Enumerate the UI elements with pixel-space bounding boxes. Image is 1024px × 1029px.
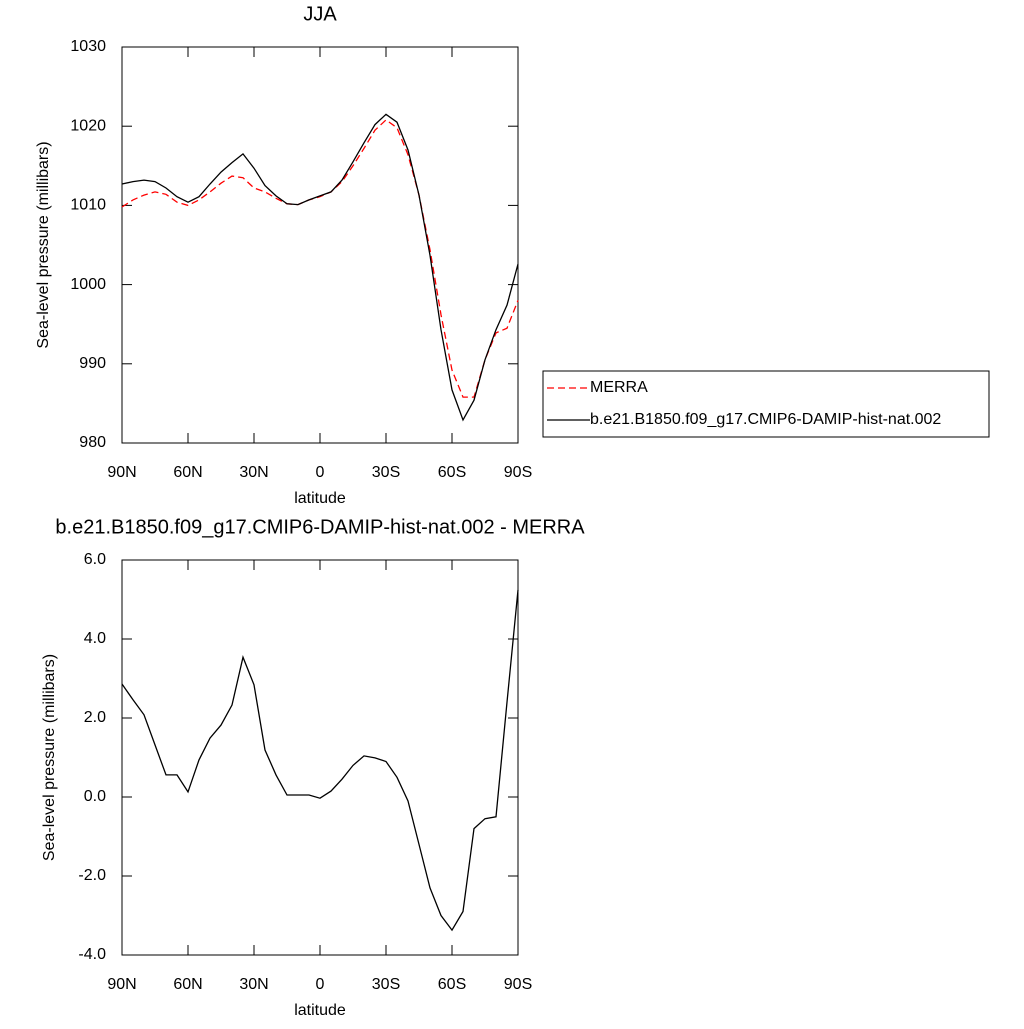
legend-label: MERRA [590,379,648,396]
data-line [121,589,519,932]
y-tick-label: 2.0 [84,709,106,726]
y-tick-label: 0.0 [84,788,106,805]
y-tick-label: 980 [79,434,106,451]
x-tick-label: 90N [107,464,136,481]
x-tick-label: 0 [316,976,325,993]
y-tick-label: 1020 [70,117,106,134]
y-tick-label: 4.0 [84,630,106,647]
y-tick-label: 6.0 [84,551,106,568]
plot-frame [121,559,519,956]
data-line [121,113,519,422]
x-tick-label: 30S [372,464,400,481]
legend-box [542,370,990,438]
y-tick-label: 1000 [70,276,106,293]
y-tick-label: 1010 [70,197,106,214]
x-tick-label: 60N [173,976,202,993]
y-tick-label: -2.0 [78,867,106,884]
data-line [121,119,519,398]
x-axis-label: latitude [294,1002,346,1019]
x-tick-label: 60N [173,464,202,481]
x-tick-label: 90N [107,976,136,993]
legend-label: b.e21.B1850.f09_g17.CMIP6-DAMIP-hist-nat… [590,411,941,428]
y-tick-label: 990 [79,355,106,372]
y-tick-label: 1030 [70,38,106,55]
x-tick-label: 30N [239,464,268,481]
x-tick-label: 30N [239,976,268,993]
plot-frame [121,46,519,444]
chart-title: b.e21.B1850.f09_g17.CMIP6-DAMIP-hist-nat… [55,516,585,538]
y-axis-label: Sea-level pressure (millibars) [41,654,58,861]
x-tick-label: 60S [438,976,466,993]
x-tick-label: 90S [504,464,532,481]
x-tick-label: 60S [438,464,466,481]
x-tick-label: 0 [316,464,325,481]
x-tick-label: 90S [504,976,532,993]
chart-title: JJA [303,3,337,25]
y-tick-label: -4.0 [78,946,106,963]
x-axis-label: latitude [294,490,346,507]
x-tick-label: 30S [372,976,400,993]
y-axis-label: Sea-level pressure (millibars) [35,141,52,348]
